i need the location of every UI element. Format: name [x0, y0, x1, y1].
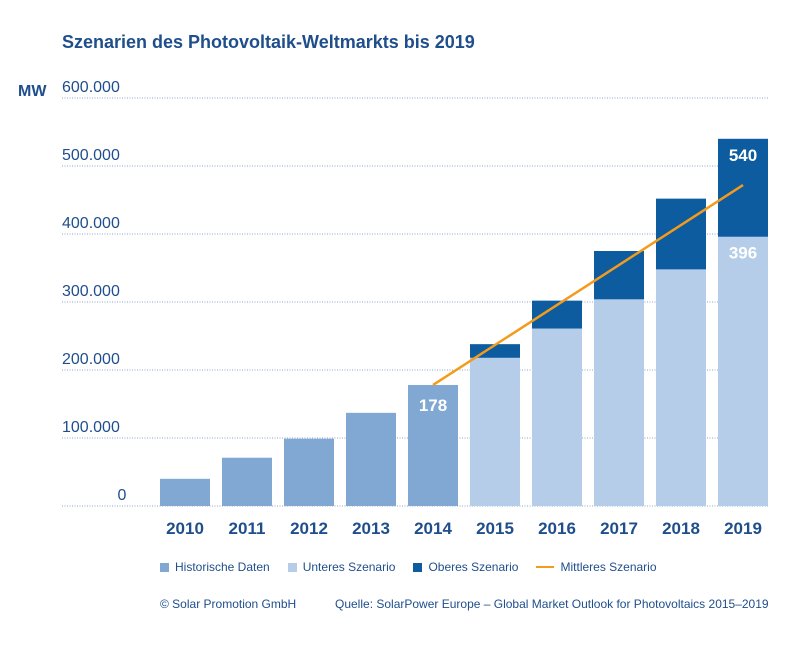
line-middle-scenario: [432, 183, 744, 387]
y-tick-label: 500.000: [62, 147, 120, 164]
legend-swatch-lower: [287, 562, 297, 572]
x-tick-label: 2015: [476, 519, 514, 538]
bar-lower-scenario: [470, 357, 520, 506]
legend-label-upper: Oberes Szenario: [428, 560, 519, 574]
legend-item-lower: Unteres Szenario: [287, 560, 396, 574]
x-tick-label: 2017: [600, 519, 638, 538]
x-tick-label: 2018: [662, 519, 700, 538]
data-label: 540: [729, 146, 757, 165]
y-axis-label: MW: [18, 83, 47, 100]
x-tick-label: 2010: [166, 519, 204, 538]
bars: [160, 138, 768, 507]
y-tick-label: 200.000: [62, 351, 120, 368]
y-tick-label: 600.000: [62, 79, 120, 96]
bar-lower-scenario: [532, 328, 582, 506]
legend-item-upper: Oberes Szenario: [413, 560, 518, 574]
legend-swatch-middle: [536, 566, 555, 568]
bar-historical: [222, 457, 272, 506]
y-tick-label: 400.000: [62, 215, 120, 232]
legend-label-lower: Unteres Szenario: [302, 560, 396, 574]
x-tick-label: 2011: [229, 519, 266, 538]
x-tick-label: 2019: [724, 519, 762, 538]
x-tick-label: 2012: [290, 519, 328, 538]
bar-lower-scenario: [718, 236, 768, 506]
y-tick-label: 100.000: [62, 419, 120, 436]
legend: Historische Daten Unteres Szenario Obere…: [160, 560, 675, 574]
middle-scenario-line: [432, 183, 744, 387]
legend-item-historical: Historische Daten: [160, 560, 270, 574]
y-tick-label: 300.000: [62, 283, 120, 300]
bar-historical: [160, 478, 210, 506]
y-tick-label: 0: [118, 487, 127, 504]
legend-swatch-historical: [160, 562, 169, 572]
copyright-note: © Solar Promotion GmbH: [160, 597, 297, 611]
bar-historical: [408, 384, 458, 506]
bar-historical: [346, 412, 396, 506]
legend-item-middle: Mittleres Szenario: [536, 560, 657, 574]
x-tick-label: 2013: [352, 519, 390, 538]
bar-lower-scenario: [594, 299, 644, 506]
x-tick-label: 2014: [414, 519, 452, 538]
source-note: Quelle: SolarPower Europe – Global Marke…: [335, 597, 769, 611]
axes: 0 100.000 200.000 300.000 400.000 500.000 600.…: [18, 79, 762, 538]
data-label: 178: [419, 396, 447, 415]
chart-title: Szenarien des Photovoltaik-Weltmarkts bi…: [62, 32, 475, 52]
legend-label-historical: Historische Daten: [175, 560, 270, 574]
data-label: 396: [729, 244, 757, 263]
x-tick-label: 2016: [538, 519, 576, 538]
bar-lower-scenario: [656, 269, 706, 506]
bar-historical: [284, 438, 334, 506]
legend-swatch-upper: [413, 562, 423, 572]
legend-label-middle: Mittleres Szenario: [560, 560, 657, 574]
data-labels: 178 396 540: [419, 146, 757, 415]
